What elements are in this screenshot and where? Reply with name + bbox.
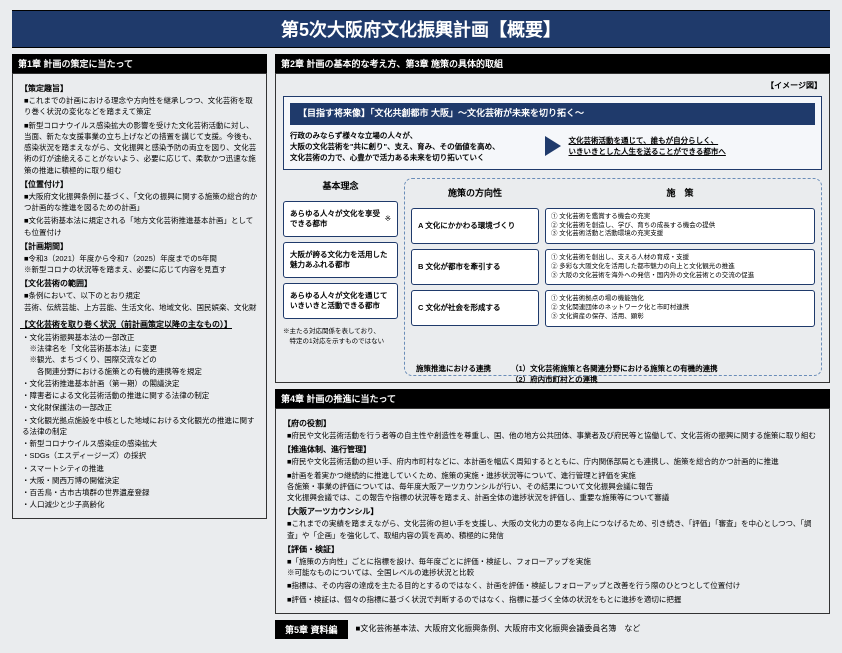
sec3-body1: ■令和3（2021）年度から令和7（2025）年度までの5年間 ※新型コロナの状… (24, 253, 259, 276)
list-item: ・人口減少と少子高齢化 (22, 499, 259, 510)
direction-box: A 文化にかかわる環境づくり (411, 208, 539, 244)
col3-head: 施 策 (545, 185, 815, 203)
ch4-s4-b1: ■「施策の方向性」ごとに指標を設け、毎年度ごとに評価・検証し、フォローアップを実… (287, 556, 822, 579)
vision-left-text: 行政のみならず様々な立場の人々が、 大阪の文化芸術を"共に創り"、支え、育み、そ… (290, 130, 537, 164)
chapter4-header: 第4章 計画の推進に当たって (275, 389, 830, 408)
chapter2-3-panel: 【イメージ図】 【目指す将来像】「文化共創都市 大阪」～文化芸術が未来を切り拓く… (275, 73, 830, 383)
link-items: （1）文化芸術施策と各関連分野における施策との有機的連携 （2）府内市町村との連… (506, 361, 723, 388)
ch4-s3-h: 【大阪アーツカウンシル】 (283, 506, 822, 518)
policies-heading: 【文化芸術を取り巻く状況（前計画策定以降の主なもの）】 (20, 319, 259, 331)
sec1-body2: ■新型コロナウイルス感染拡大の影響を受けた文化芸術活動に対し、当面、新たな支援事… (24, 120, 259, 176)
main-title: 第5次大阪府文化振興計画【概要】 (12, 10, 830, 48)
list-item: ・スマートシティの推進 (22, 463, 259, 474)
list-item: ・文化観光拠点施設を中核とした地域における文化観光の推進に関する法律の制定 (22, 415, 259, 438)
ch4-s1-b: ■府民や文化芸術活動を行う者等の自主性や創造性を尊重し、国、他の地方公共団体、事… (287, 430, 822, 441)
sec2-body2: ■文化芸術基本法に規定される「地方文化芸術推進基本計画」としても位置付け (24, 215, 259, 238)
col1-head: 基本理念 (283, 178, 398, 196)
chapter4-panel: 【府の役割】 ■府民や文化芸術活動を行う者等の自主性や創造性を尊重し、国、他の地… (275, 408, 830, 614)
sec4-heading: 【文化芸術の範囲】 (20, 278, 259, 290)
principle-text: あらゆる人々が文化を享受できる都市 (290, 209, 383, 229)
ch4-s1-h: 【府の役割】 (283, 418, 822, 430)
ch4-s2-b1: ■府民や文化芸術活動の担い手、府内市町村などに、本計画を幅広く周知するとともに、… (287, 456, 822, 467)
col2-head: 施策の方向性 (411, 185, 539, 203)
ch4-s3-b: ■これまでの実績を踏まえながら、文化芸術の担い手を支援し、大阪の文化力の更なる向… (287, 518, 822, 541)
sec2-heading: 【位置付け】 (20, 179, 259, 191)
sec3-heading: 【計画期間】 (20, 241, 259, 253)
vision-title: 【目指す将来像】「文化共創都市 大阪」～文化芸術が未来を切り拓く～ (290, 103, 815, 125)
arrow-icon (545, 136, 561, 156)
policies-list: ・文化芸術振興基本法の一部改正 ※法律名を「文化芸術基本法」に変更 ※観光、まち… (22, 332, 259, 511)
list-item: ・百舌鳥・古市古墳群の世界遺産登録 (22, 487, 259, 498)
footnote: ※主たる対応関係を表しており、 特定の1対応を示すものではない (283, 327, 398, 347)
list-item: ・文化芸術推進基本計画（第一期）の閣議決定 (22, 378, 259, 389)
chapter5-header: 第5章 資料編 (275, 620, 348, 639)
list-item: ・文化財保護法の一部改正 (22, 402, 259, 413)
list-item: ・SDGs（エスディージーズ）の採択 (22, 450, 259, 461)
ch4-s4-b3: ■評価・検証は、個々の指標に基づく状況で判断するのではなく、指標に基づく全体の状… (287, 594, 822, 605)
image-note: 【イメージ図】 (283, 80, 822, 92)
measure-box: ① 文化芸術を創出し、支える人材の育成・支援 ② 多彩な大阪文化を活用した都市魅… (545, 249, 815, 285)
chapter2-3-header: 第2章 計画の基本的な考え方、第3章 施策の具体的取組 (275, 54, 830, 73)
left-column: 第1章 計画の策定に当たって 【策定趣旨】 ■これまでの計画における理念や方向性… (12, 54, 267, 639)
chapter1-header: 第1章 計画の策定に当たって (12, 54, 267, 73)
direction-box: B 文化が都市を牽引する (411, 249, 539, 285)
principle-box: あらゆる人々が文化を享受できる都市※ (283, 201, 398, 237)
sec4-body1: ■条例において、以下のとおり規定 芸術、伝統芸能、上方芸能、生活文化、地域文化、… (24, 290, 259, 313)
vision-right-text: 文化芸術活動を通じて、誰もが自分らしく、 いきいきとした人生を送ることができる都… (569, 135, 816, 158)
list-item: ・文化芸術振興基本法の一部改正 ※法律名を「文化芸術基本法」に変更 ※観光、まち… (22, 332, 259, 377)
direction-box: C 文化が社会を形成する (411, 290, 539, 326)
sec1-heading: 【策定趣旨】 (20, 83, 259, 95)
framework-diagram: 基本理念 あらゆる人々が文化を享受できる都市※ 大阪が誇る文化力を活用した魅力あ… (283, 178, 822, 376)
principle-box: あらゆる人々が文化を通じていきいきと活動できる都市 (283, 283, 398, 319)
list-item: ・大阪・関西万博の開催決定 (22, 475, 259, 486)
ch4-s2-b2: ■計画を着実かつ継続的に推進していくため、施策の実施・進捗状況等について、進行管… (287, 470, 822, 504)
list-item: ・新型コロナウイルス感染症の感染拡大 (22, 438, 259, 449)
sec1-body1: ■これまでの計画における理念や方向性を継承しつつ、文化芸術を取り巻く状況の変化な… (24, 95, 259, 118)
ch4-s2-h: 【推進体制、進行管理】 (283, 444, 822, 456)
list-item: ・障害者による文化芸術活動の推進に関する法律の制定 (22, 390, 259, 401)
chapter1-panel: 【策定趣旨】 ■これまでの計画における理念や方向性を継承しつつ、文化芸術を取り巻… (12, 73, 267, 519)
link-label: 施策推進における連携 (411, 361, 496, 388)
ch4-s4-b2: ■指標は、その内容の達成を主たる目的とするのではなく、計画を評価・検証しフォロー… (287, 580, 822, 591)
vision-box: 【目指す将来像】「文化共創都市 大阪」～文化芸術が未来を切り拓く～ 行政のみなら… (283, 96, 822, 170)
sec2-body1: ■大阪府文化振興条例に基づく、「文化の振興に関する施策の総合的かつ計画的な推進を… (24, 191, 259, 214)
chapter5-body: ■文化芸術基本法、大阪府文化振興条例、大阪府市文化振興会議委員名簿 など (356, 620, 641, 639)
measure-box: ① 文化芸術を鑑賞する機会の充実 ② 文化芸術を創造し、学び、育ちの成長する機会… (545, 208, 815, 244)
right-column: 第2章 計画の基本的な考え方、第3章 施策の具体的取組 【イメージ図】 【目指す… (275, 54, 830, 639)
measure-box: ① 文化芸術拠点の場の機能強化 ② 文化関連団体のネットワーク化と市町村連携 ③… (545, 290, 815, 326)
ch4-s4-h: 【評価・検証】 (283, 544, 822, 556)
framework-group: 施策の方向性 A 文化にかかわる環境づくり B 文化が都市を牽引する C 文化が… (404, 178, 822, 376)
principle-box: 大阪が誇る文化力を活用した魅力あふれる都市 (283, 242, 398, 278)
